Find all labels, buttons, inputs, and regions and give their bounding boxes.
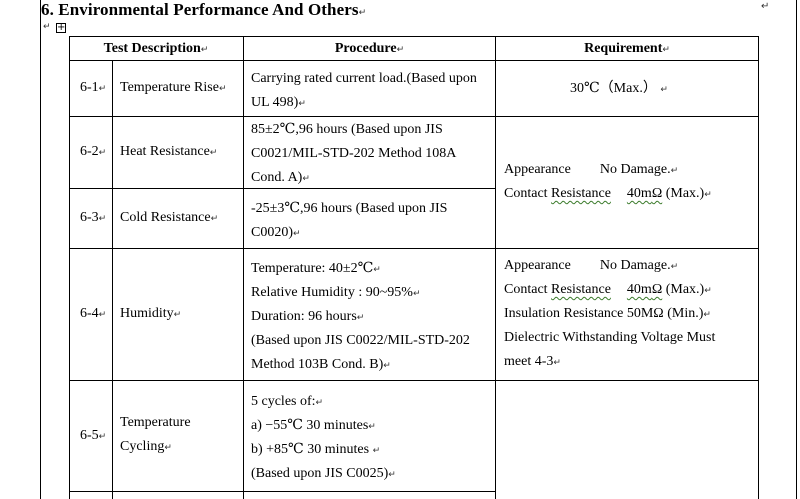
row-id: 6-4↵ [80,306,107,321]
procedure-line: 5 cycles of:↵ [251,394,324,409]
requirement-dielectric: Dielectric Withstanding Voltage Must [504,330,716,345]
procedure-line: C0021/MIL-STD-202 Method 108A [251,146,457,161]
requirement-contact-resistance: Contact Resistance 40mΩ (Max.)↵ [504,282,712,297]
procedure-line: (Based upon JIS C0022/MIL-STD-202 [251,333,470,348]
table-move-handle-icon[interactable]: + [56,22,66,33]
procedure-line: C0020)↵ [251,225,301,240]
procedure-line: Duration: 96 hours↵ [251,309,365,324]
procedure-line: Carrying rated current load.(Based upon [251,71,477,86]
paragraph-mark-icon: ↵ [43,22,51,32]
page-border-left [40,0,41,499]
row-name: Temperature [120,415,191,430]
procedure-line: 85±2℃,96 hours (Based upon JIS [251,122,443,137]
requirement-insulation: Insulation Resistance 50MΩ (Min.)↵ [504,306,711,321]
requirement-line: 30℃（Max.） ↵ [570,81,668,96]
row-name: Humidity↵ [120,306,182,321]
row-id: 6-3↵ [80,210,107,225]
requirement-appearance: Appearance No Damage.↵ [504,162,679,177]
procedure-line: (Based upon JIS C0025)↵ [251,466,396,481]
paragraph-mark-icon: ↵ [761,1,770,12]
row-name: Heat Resistance↵ [120,144,218,159]
section-heading: 6. Environmental Performance And Others↵ [41,0,367,19]
row-name: Temperature Rise↵ [120,80,227,95]
header-procedure: Procedure↵ [334,41,405,56]
requirement-contact-resistance: Contact Resistance 40mΩ (Max.)↵ [504,186,712,201]
procedure-line: -25±3℃,96 hours (Based upon JIS [251,201,448,216]
row-id: 6-5↵ [80,428,107,443]
procedure-line: Cond. A)↵ [251,170,310,185]
row-id: 6-2↵ [80,144,107,159]
header-requirement: Requirement↵ [584,41,670,56]
requirement-dielectric: meet 4-3↵ [504,354,561,369]
row-name: Cycling↵ [120,439,172,454]
procedure-line: a) −55℃ 30 minutes↵ [251,418,376,433]
requirement-appearance: Appearance No Damage.↵ [504,258,679,273]
procedure-line: Method 103B Cond. B)↵ [251,357,391,372]
page-border-right [796,0,797,499]
procedure-line: Temperature: 40±2℃↵ [251,261,381,276]
procedure-line: UL 498)↵ [251,95,306,110]
procedure-line: b) +85℃ 30 minutes ↵ [251,442,381,457]
procedure-line: Relative Humidity : 90~95%↵ [251,285,421,300]
row-id: 6-1↵ [80,80,107,95]
row-name: Cold Resistance↵ [120,210,219,225]
header-test-description: Test Description↵ [103,41,209,56]
